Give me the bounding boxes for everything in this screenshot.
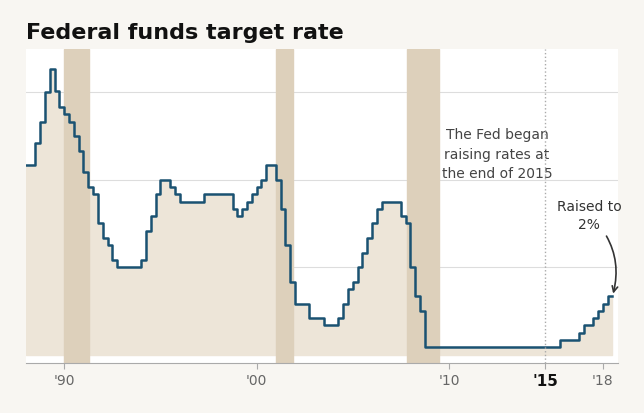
Bar: [276, 50, 293, 363]
Text: Raised to
2%: Raised to 2%: [557, 199, 621, 292]
Text: The Fed began
raising rates at
the end of 2015: The Fed began raising rates at the end o…: [442, 128, 553, 181]
Bar: [64, 50, 90, 363]
Text: Federal funds target rate: Federal funds target rate: [26, 23, 343, 43]
Bar: [406, 50, 439, 363]
